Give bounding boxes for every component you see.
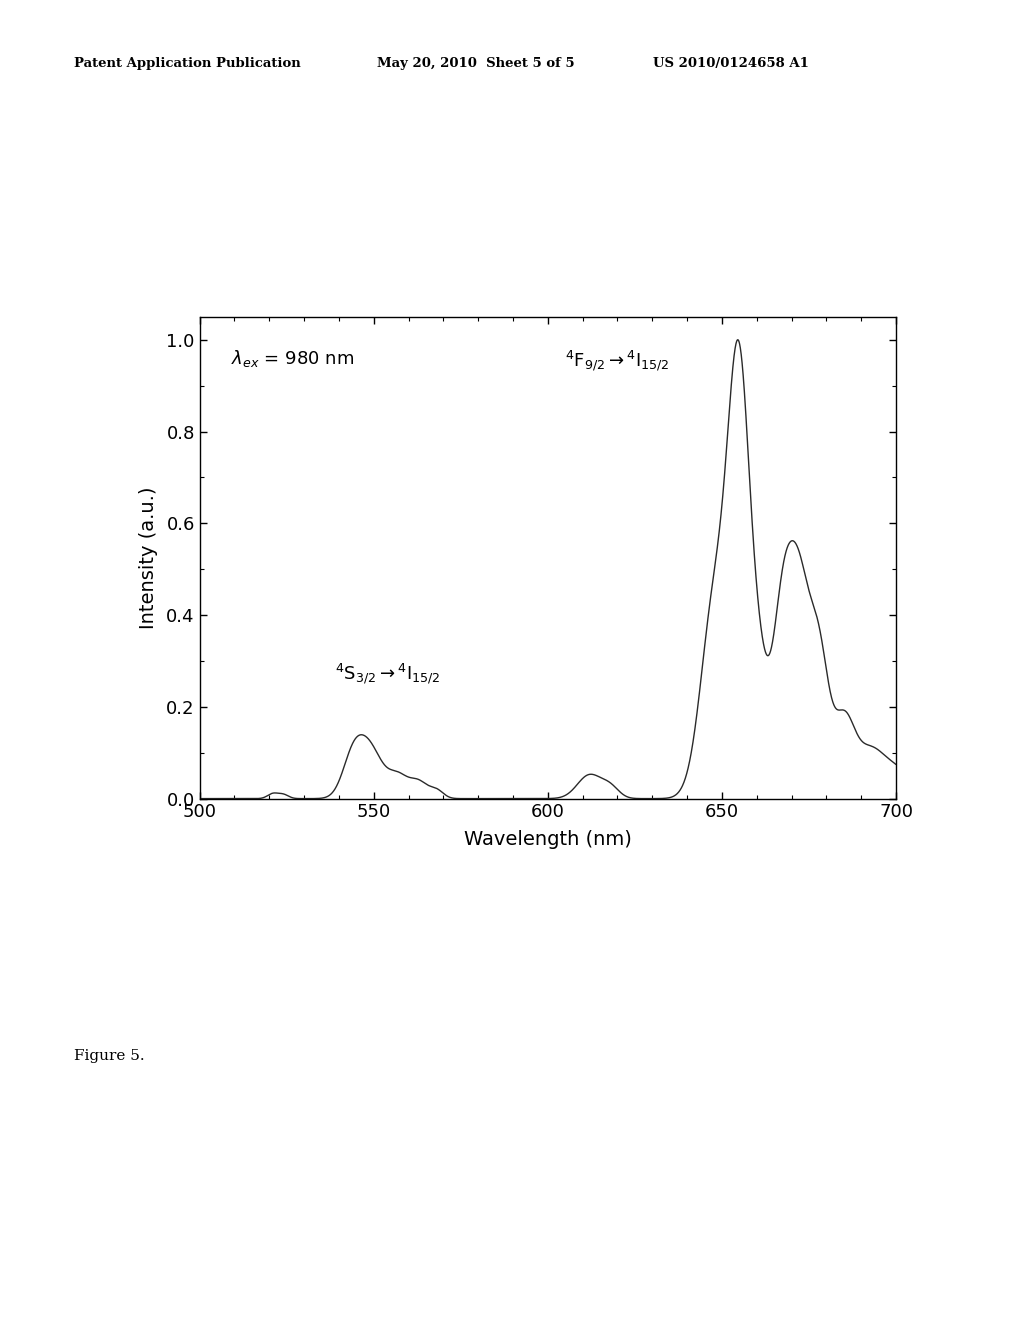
Text: Patent Application Publication: Patent Application Publication — [74, 57, 300, 70]
Text: $^4$S$_{3/2}$$\rightarrow$$^4$I$_{15/2}$: $^4$S$_{3/2}$$\rightarrow$$^4$I$_{15/2}$ — [336, 661, 441, 686]
Text: Figure 5.: Figure 5. — [74, 1049, 144, 1064]
X-axis label: Wavelength (nm): Wavelength (nm) — [464, 830, 632, 849]
Text: $\lambda_{ex}$ = 980 nm: $\lambda_{ex}$ = 980 nm — [231, 348, 354, 370]
Y-axis label: Intensity (a.u.): Intensity (a.u.) — [139, 487, 158, 628]
Text: $^4$F$_{9/2}$$\rightarrow$$^4$I$_{15/2}$: $^4$F$_{9/2}$$\rightarrow$$^4$I$_{15/2}$ — [565, 348, 670, 372]
Text: May 20, 2010  Sheet 5 of 5: May 20, 2010 Sheet 5 of 5 — [377, 57, 574, 70]
Text: US 2010/0124658 A1: US 2010/0124658 A1 — [653, 57, 809, 70]
